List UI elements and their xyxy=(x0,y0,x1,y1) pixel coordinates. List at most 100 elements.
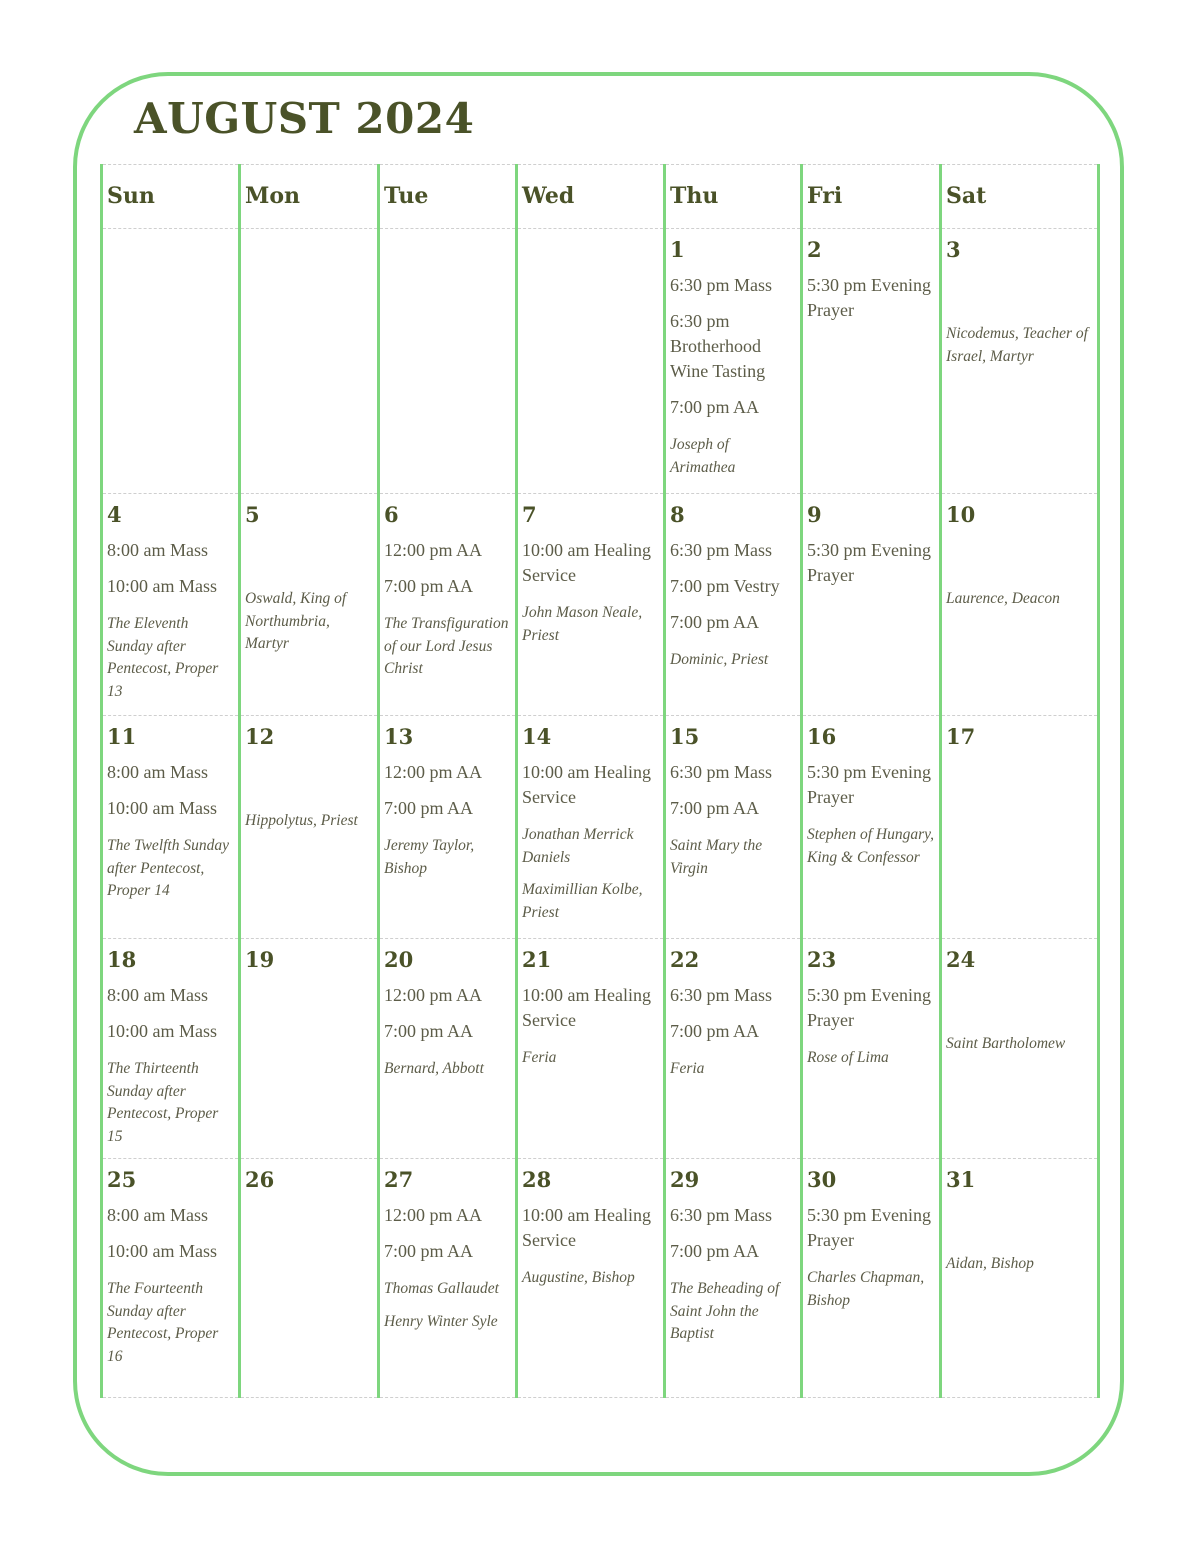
day-number: 30 xyxy=(807,1167,837,1192)
day-cell: 10 Laurence, Deacon xyxy=(939,493,1100,716)
feast-day: Thomas Gallaudet xyxy=(384,1280,499,1297)
day-cell: 28 10:00 am Healing Service Augustine, Bis… xyxy=(515,1158,666,1398)
feast-list: Stephen of Hungary, King & Confessor xyxy=(807,824,935,869)
feast-day: Jonathan Merrick Daniels xyxy=(522,826,634,866)
day-cell: 24 Saint Bartholomew xyxy=(939,938,1100,1159)
event: 7:00 pm AA xyxy=(670,1241,760,1261)
event: 7:00 pm AA xyxy=(384,1241,474,1261)
feast-day: Jeremy Taylor, Bishop xyxy=(384,837,475,877)
event: 7:00 pm AA xyxy=(670,612,760,632)
feast-day: Augustine, Bishop xyxy=(522,1269,635,1286)
event: 7:00 pm AA xyxy=(384,1021,474,1041)
event: 5:30 pm Evening Prayer xyxy=(807,540,931,585)
day-cell: 8 6:30 pm Mass 7:00 pm Vestry 7:00 pm AA Dom… xyxy=(663,493,803,716)
feast-list: Feria xyxy=(522,1047,659,1070)
week-row: 25 8:00 am Mass 10:00 am Mass The Fourteent… xyxy=(100,1158,1100,1398)
day-number xyxy=(245,237,373,263)
day-cell: 27 12:00 pm AA 7:00 pm AA Thomas Gallaudet H… xyxy=(377,1158,518,1398)
day-cell: 18 8:00 am Mass 10:00 am Mass The Thirteent… xyxy=(100,938,241,1159)
day-cell: 21 10:00 am Healing Service Feria xyxy=(515,938,666,1159)
feast-day: Hippolytus, Priest xyxy=(245,812,358,829)
weekday-thu: Thu xyxy=(663,164,803,229)
event: 6:30 pm Mass xyxy=(670,1205,773,1225)
feast-day: Laurence, Deacon xyxy=(946,590,1060,607)
calendar-grid: Sun Mon Tue Wed Thu Fri Sat 1 6:30 pm Mass 6:30 … xyxy=(100,164,1100,1398)
day-number: 25 xyxy=(107,1167,137,1192)
day-cell: 4 8:00 am Mass 10:00 am Mass The Eleventh S… xyxy=(100,493,241,716)
day-cell: 30 5:30 pm Evening Prayer Charles Chapman,… xyxy=(800,1158,942,1398)
day-number: 1 xyxy=(670,237,685,262)
weekday-mon: Mon xyxy=(238,164,380,229)
day-cell: 29 6:30 pm Mass 7:00 pm AA The Beheading of… xyxy=(663,1158,803,1398)
event: 10:00 am Healing Service xyxy=(522,1205,651,1250)
feast-list: John Mason Neale, Priest xyxy=(522,602,659,647)
day-cell: 20 12:00 pm AA 7:00 pm AA Bernard, Abbott xyxy=(377,938,518,1159)
day-cell: 31 Aidan, Bishop xyxy=(939,1158,1100,1398)
event: 12:00 pm AA xyxy=(384,762,483,782)
feast-day: Henry Winter Syle xyxy=(384,1312,498,1330)
event: 7:00 pm Vestry xyxy=(670,576,780,596)
feast-day: Nicodemus, Teacher of Israel, Martyr xyxy=(946,325,1088,365)
feast-list: Jeremy Taylor, Bishop xyxy=(384,835,511,880)
day-number: 12 xyxy=(245,724,275,749)
day-cell: 13 12:00 pm AA 7:00 pm AA Jeremy Taylor, Bi… xyxy=(377,715,518,939)
day-cell xyxy=(515,228,666,494)
event: 12:00 pm AA xyxy=(384,1205,483,1225)
feast-day: John Mason Neale, Priest xyxy=(522,604,643,644)
week-row: 4 8:00 am Mass 10:00 am Mass The Eleventh S… xyxy=(100,493,1100,716)
day-number: 26 xyxy=(245,1167,275,1192)
weekday-wed: Wed xyxy=(515,164,666,229)
day-cell: 7 10:00 am Healing Service John Mason Neal… xyxy=(515,493,666,716)
feast-day: The Beheading of Saint John the Baptist xyxy=(670,1280,780,1342)
week-row: 11 8:00 am Mass 10:00 am Mass The Twelfth S… xyxy=(100,715,1100,939)
event: 6:30 pm Mass xyxy=(670,540,773,560)
day-number: 11 xyxy=(107,724,137,749)
feast-list: Charles Chapman, Bishop xyxy=(807,1267,935,1312)
event: 5:30 pm Evening Prayer xyxy=(807,762,931,807)
day-cell: 6 12:00 pm AA 7:00 pm AA The Transfiguratio… xyxy=(377,493,518,716)
event: 5:30 pm Evening Prayer xyxy=(807,1205,931,1250)
feast-day: Stephen of Hungary, King & Confessor xyxy=(807,826,934,866)
event: 10:00 am Healing Service xyxy=(522,762,651,807)
day-number: 17 xyxy=(946,724,976,749)
day-number: 9 xyxy=(807,502,822,527)
feast-day: The Transfiguration of our Lord Jesus Ch… xyxy=(384,615,509,677)
day-number: 10 xyxy=(946,502,976,527)
feast-list: The Fourteenth Sunday after Pentecost, P… xyxy=(107,1278,234,1368)
week-row: 18 8:00 am Mass 10:00 am Mass The Thirteent… xyxy=(100,938,1100,1159)
day-cell: 1 6:30 pm Mass 6:30 pm Brotherhood Wine Ta… xyxy=(663,228,803,494)
feast-list: Rose of Lima xyxy=(807,1047,935,1070)
day-number: 27 xyxy=(384,1167,414,1192)
calendar-frame xyxy=(73,72,1124,1476)
month-title: AUGUST 2024 xyxy=(134,94,475,143)
feast-list: Joseph of Arimathea xyxy=(670,434,796,479)
event: 10:00 am Healing Service xyxy=(522,985,651,1030)
day-number: 22 xyxy=(670,947,700,972)
day-number: 16 xyxy=(807,724,837,749)
event: 7:00 pm AA xyxy=(670,1021,760,1041)
day-number: 31 xyxy=(946,1167,976,1192)
event: 10:00 am Mass xyxy=(107,1241,217,1261)
weekday-sun: Sun xyxy=(100,164,241,229)
day-number: 5 xyxy=(245,502,260,527)
day-cell: 26 xyxy=(238,1158,380,1398)
feast-list: The Transfiguration of our Lord Jesus Ch… xyxy=(384,613,511,681)
feast-day: The Fourteenth Sunday after Pentecost, P… xyxy=(107,1280,219,1365)
event: 7:00 pm AA xyxy=(670,397,760,417)
feast-day: Bernard, Abbott xyxy=(384,1060,484,1077)
event: 6:30 pm Mass xyxy=(670,985,773,1005)
feast-list: Bernard, Abbott xyxy=(384,1058,511,1081)
feast-list: Nicodemus, Teacher of Israel, Martyr xyxy=(946,323,1093,368)
day-number: 21 xyxy=(522,947,552,972)
feast-list: Hippolytus, Priest xyxy=(245,810,373,833)
day-cell: 2 5:30 pm Evening Prayer xyxy=(800,228,942,494)
day-cell: 25 8:00 am Mass 10:00 am Mass The Fourteent… xyxy=(100,1158,241,1398)
day-cell: 12 Hippolytus, Priest xyxy=(238,715,380,939)
day-cell: 3 Nicodemus, Teacher of Israel, Martyr xyxy=(939,228,1100,494)
feast-list: Dominic, Priest xyxy=(670,649,796,672)
feast-day: Saint Mary the Virgin xyxy=(670,837,763,877)
day-number: 19 xyxy=(245,947,275,972)
event: 7:00 pm AA xyxy=(384,576,474,596)
event: 6:30 pm Mass xyxy=(670,762,773,782)
day-number: 14 xyxy=(522,724,552,749)
